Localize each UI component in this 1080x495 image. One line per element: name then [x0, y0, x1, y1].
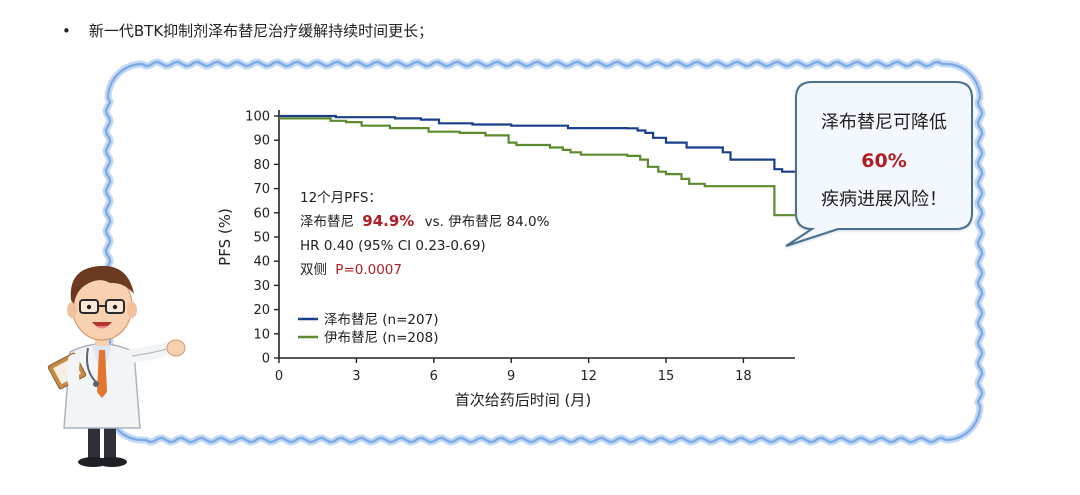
annotation-comparison: 泽布替尼 94.9% vs. 伊布替尼 84.0%	[300, 212, 550, 230]
y-tick-label: 50	[253, 231, 270, 246]
annotation-pvalue-line: 双侧 P=0.0007	[300, 262, 402, 278]
doctor-left-arm	[66, 354, 86, 402]
annotation-hr: HR 0.40 (95% CI 0.23-0.69)	[300, 238, 486, 254]
y-tick-label: 70	[253, 182, 270, 197]
risk-callout: 泽布替尼可降低 60% 疾病进展风险！	[785, 81, 973, 247]
callout-line2: 疾病进展风险！	[821, 189, 947, 210]
y-tick-label: 10	[253, 327, 270, 342]
y-tick-label: 80	[253, 158, 270, 173]
y-tick-label: 90	[253, 134, 270, 149]
callout-percent: 60%	[861, 150, 906, 172]
pfs-chart: 0 10 20 30 40 50 60 70 80 90 100 0 3 6 9 12 15 18 首次给药后时间 …	[216, 110, 795, 409]
annotation-vs-text: vs. 伊布替尼 84.0%	[425, 214, 550, 230]
doctor-right-eye	[112, 304, 118, 310]
y-tick-label: 20	[253, 303, 270, 318]
x-tick-label: 6	[430, 369, 438, 384]
x-tick-label: 9	[507, 369, 515, 384]
doctor-left-eye	[86, 304, 92, 310]
doctor-tie	[97, 350, 107, 398]
y-tick-label: 60	[253, 206, 270, 221]
legend-label: 伊布替尼 (n=208)	[324, 330, 438, 346]
wavy-frame	[102, 58, 986, 446]
doctor-tongue	[96, 326, 108, 329]
headline: • 新一代BTK抑制剂泽布替尼治疗缓解持续时间更长；	[62, 20, 433, 41]
callout-line1: 泽布替尼可降低	[821, 112, 947, 133]
stethoscope-icon	[86, 347, 97, 383]
series-line-zanubrutinib	[279, 114, 795, 173]
stethoscope-head	[93, 381, 99, 387]
series-line-ibrutinib	[279, 117, 795, 217]
callout-bubble	[785, 81, 973, 247]
doctor-right-shoe	[97, 457, 127, 467]
annotation-p-value: P=0.0007	[335, 262, 402, 278]
x-axis-label: 首次给药后时间 (月)	[455, 391, 591, 409]
doctor-hair	[70, 265, 134, 304]
y-axis-label: PFS (%)	[216, 208, 234, 266]
y-tick-label: 100	[245, 110, 270, 125]
y-tick-label: 40	[253, 255, 270, 270]
x-tick-label: 18	[735, 369, 752, 384]
x-tick-label: 12	[580, 369, 597, 384]
x-tick-label: 3	[352, 369, 360, 384]
annotation-drug-a: 泽布替尼	[300, 214, 354, 230]
doctor-right-hand	[166, 339, 186, 357]
y-tick-label: 30	[253, 279, 270, 294]
legend-label: 泽布替尼 (n=207)	[324, 312, 438, 328]
doctor-left-ear	[67, 302, 77, 318]
bullet-marker: •	[62, 22, 71, 40]
pfs-annotation: 12个月PFS： 泽布替尼 94.9% vs. 伊布替尼 84.0% HR 0.…	[300, 190, 550, 278]
annotation-drug-a-value: 94.9%	[362, 212, 414, 230]
y-tick-label: 0	[262, 352, 270, 367]
doctor-right-ear	[127, 302, 137, 318]
headline-text: 新一代BTK抑制剂泽布替尼治疗缓解持续时间更长；	[88, 22, 434, 40]
annotation-title: 12个月PFS：	[300, 190, 382, 206]
doctor-illustration	[47, 265, 186, 467]
annotation-p-prefix: 双侧	[300, 262, 327, 278]
x-tick-label: 0	[275, 369, 283, 384]
x-tick-label: 15	[658, 369, 675, 384]
